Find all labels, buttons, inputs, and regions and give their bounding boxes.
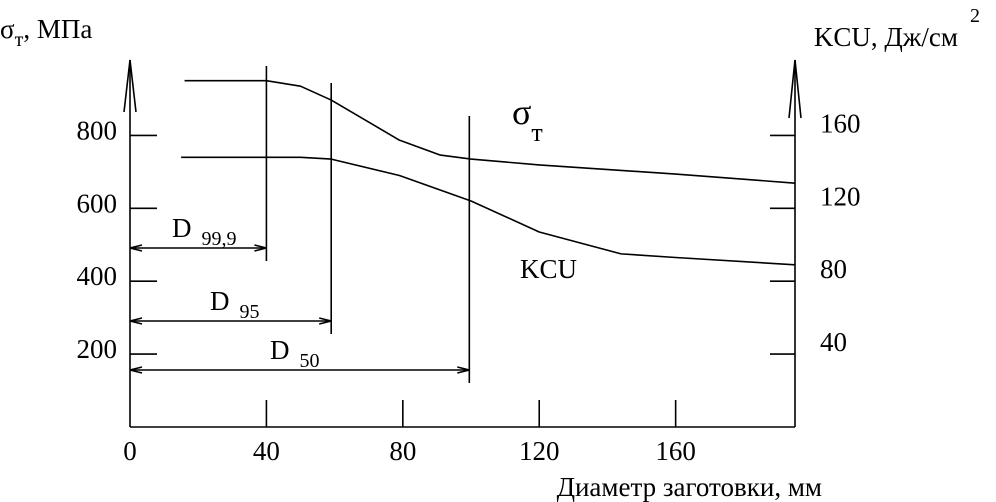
y-axis-arrow <box>123 59 137 113</box>
y2-tick-label: 40 <box>820 327 847 357</box>
y2-tick-label: 80 <box>820 254 847 284</box>
marker-sub: 95 <box>240 301 260 323</box>
dimension-arrow <box>129 317 143 325</box>
marker-label: D 99,9 <box>172 213 237 250</box>
x-tick-label: 120 <box>519 436 560 466</box>
series-name-sub: т <box>531 118 542 147</box>
y2-tick-label: 160 <box>820 108 861 138</box>
dimension-arrow <box>319 317 332 325</box>
y-tick-label: 200 <box>77 334 118 364</box>
series-line <box>181 156 796 266</box>
marker-label: D 95 <box>210 286 260 323</box>
marker-label: D 50 <box>270 335 320 372</box>
series-label: KCU <box>520 254 577 284</box>
series-name: KCU <box>520 254 577 284</box>
dimension-arrow <box>254 244 267 252</box>
y-tick-label: 400 <box>77 261 118 291</box>
y2-tick-label: 120 <box>820 181 861 211</box>
y-label-sub: т <box>15 29 24 51</box>
dimension-arrow <box>457 366 470 374</box>
series-name: σ <box>512 92 531 132</box>
marker-letter: D <box>172 213 192 243</box>
y-tick-label: 600 <box>77 188 118 218</box>
y2-axis-arrow <box>788 59 802 119</box>
dimension-arrow <box>129 244 143 252</box>
y2-label-sup: 2 <box>970 5 980 27</box>
series-label: σт <box>512 92 543 147</box>
dimension-arrow <box>129 366 143 374</box>
y-tick-label: 800 <box>77 115 118 145</box>
x-tick-label: 0 <box>123 436 137 466</box>
x-axis-label: Диаметр заготовки, мм <box>557 472 822 502</box>
x-tick-label: 40 <box>253 436 280 466</box>
x-tick-label: 160 <box>655 436 696 466</box>
y-label-unit: , МПа <box>23 14 92 44</box>
y2-axis-label: KCU, Дж/см <box>814 22 958 52</box>
y-axis-label: σт, МПа <box>0 14 92 51</box>
marker-sub: 50 <box>300 350 320 372</box>
marker-letter: D <box>210 286 230 316</box>
y-label-symbol: σ <box>0 14 15 44</box>
marker-sub: 99,9 <box>202 228 237 250</box>
x-tick-label: 80 <box>389 436 416 466</box>
series-line <box>184 79 796 184</box>
marker-letter: D <box>270 335 290 365</box>
